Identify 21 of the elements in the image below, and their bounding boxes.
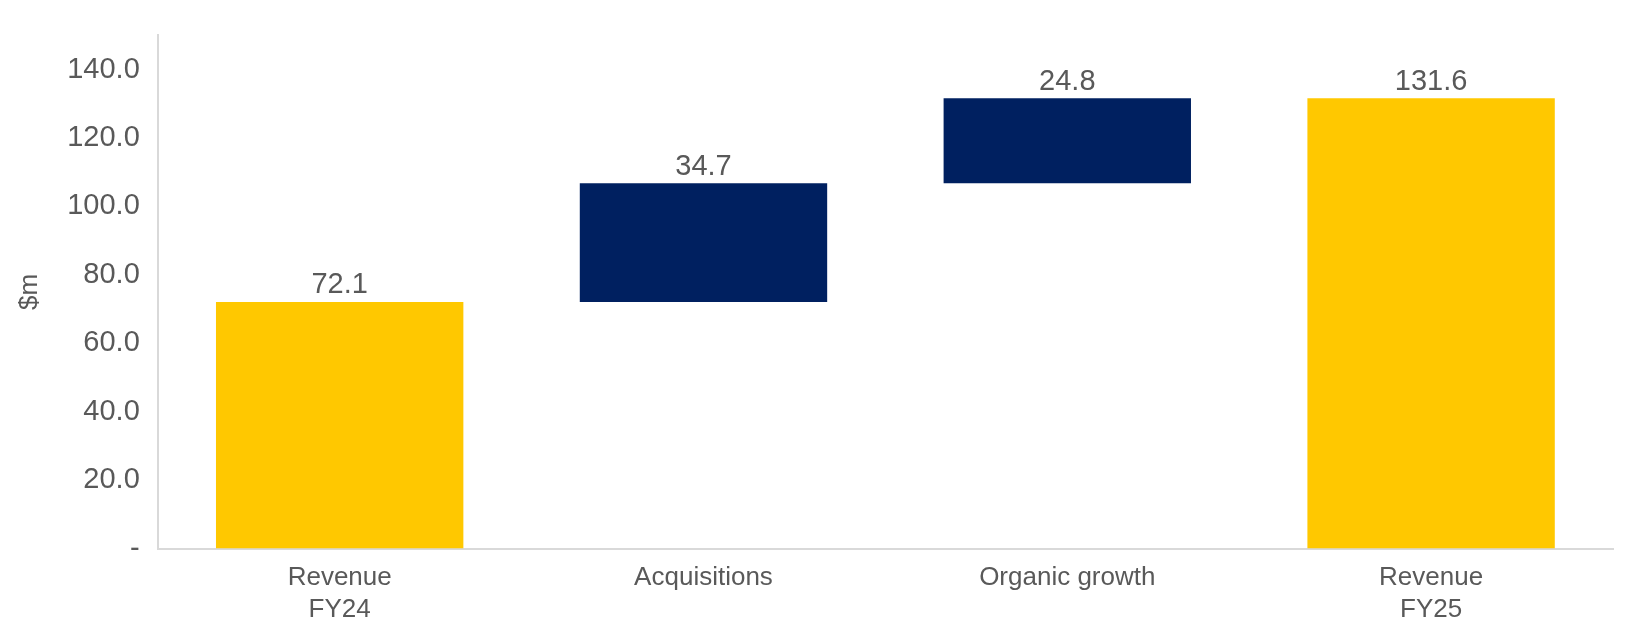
bar [943,98,1191,184]
x-tick-label: Revenue FY24 [287,561,392,623]
y-axis-title: $m [12,273,43,311]
y-tick-label: 100.0 [67,188,140,221]
y-tick-label: - [130,530,140,563]
y-tick-label: 40.0 [83,393,140,426]
y-tick-label: 140.0 [67,51,140,84]
y-tick-label: 60.0 [83,325,140,358]
y-tick-label: 20.0 [83,462,140,495]
y-tick-label: 80.0 [83,256,140,289]
y-tick-label: 120.0 [67,120,140,153]
x-tick-label: Organic growth [979,561,1156,592]
bar [579,183,828,302]
x-tick-label: Revenue FY25 [1379,561,1484,623]
data-label: 24.8 [1039,63,1096,96]
bar [1307,98,1555,549]
data-label: 72.1 [311,267,368,300]
data-label: 131.6 [1394,63,1468,96]
x-tick-label: Acquisitions [634,561,773,592]
data-label: 34.7 [675,148,732,181]
bar [215,301,464,549]
